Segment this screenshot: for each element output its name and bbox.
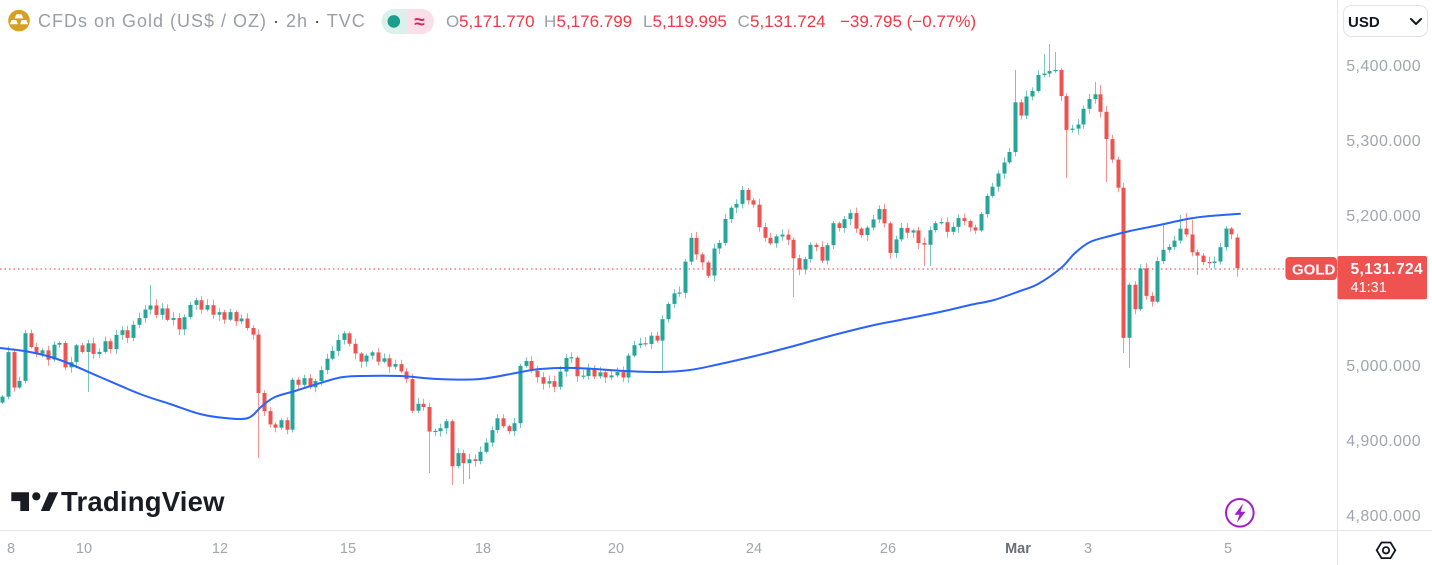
svg-text:15: 15 bbox=[340, 541, 356, 557]
svg-text:5,171.770: 5,171.770 bbox=[459, 12, 535, 31]
svg-text:Mar: Mar bbox=[1005, 541, 1031, 557]
svg-text:5,131.724: 5,131.724 bbox=[1351, 261, 1424, 278]
svg-text:O: O bbox=[446, 12, 459, 31]
svg-text:GOLD: GOLD bbox=[1292, 262, 1335, 279]
svg-text:3: 3 bbox=[1084, 541, 1092, 557]
svg-text:4,900.000: 4,900.000 bbox=[1346, 433, 1421, 450]
svg-text:24: 24 bbox=[746, 541, 762, 557]
svg-text:−39.795 (−0.77%): −39.795 (−0.77%) bbox=[840, 12, 976, 31]
svg-text:≈: ≈ bbox=[414, 12, 425, 33]
svg-text:41:31: 41:31 bbox=[1351, 280, 1387, 296]
svg-text:18: 18 bbox=[475, 541, 491, 557]
svg-text:5,300.000: 5,300.000 bbox=[1346, 133, 1421, 150]
svg-text:USD: USD bbox=[1348, 14, 1380, 31]
svg-text:26: 26 bbox=[880, 541, 896, 557]
svg-text:4,800.000: 4,800.000 bbox=[1346, 508, 1421, 525]
svg-text:5,000.000: 5,000.000 bbox=[1346, 358, 1421, 375]
svg-text:H: H bbox=[544, 12, 556, 31]
svg-text:5: 5 bbox=[1224, 541, 1232, 557]
svg-text:5,200.000: 5,200.000 bbox=[1346, 208, 1421, 225]
svg-text:10: 10 bbox=[76, 541, 92, 557]
svg-text:C: C bbox=[738, 12, 750, 31]
svg-text:5,131.724: 5,131.724 bbox=[750, 12, 826, 31]
svg-text:12: 12 bbox=[212, 541, 228, 557]
svg-text:5,176.799: 5,176.799 bbox=[557, 12, 633, 31]
svg-text:TradingView: TradingView bbox=[61, 486, 225, 517]
svg-text:20: 20 bbox=[608, 541, 624, 557]
svg-text:5,119.995: 5,119.995 bbox=[653, 12, 727, 31]
svg-text:L: L bbox=[643, 12, 652, 31]
svg-text:5,400.000: 5,400.000 bbox=[1346, 58, 1421, 75]
svg-text:CFDs on Gold (US$ / OZ) · 2h ·: CFDs on Gold (US$ / OZ) · 2h · TVC bbox=[38, 11, 366, 31]
svg-text:8: 8 bbox=[7, 541, 15, 557]
